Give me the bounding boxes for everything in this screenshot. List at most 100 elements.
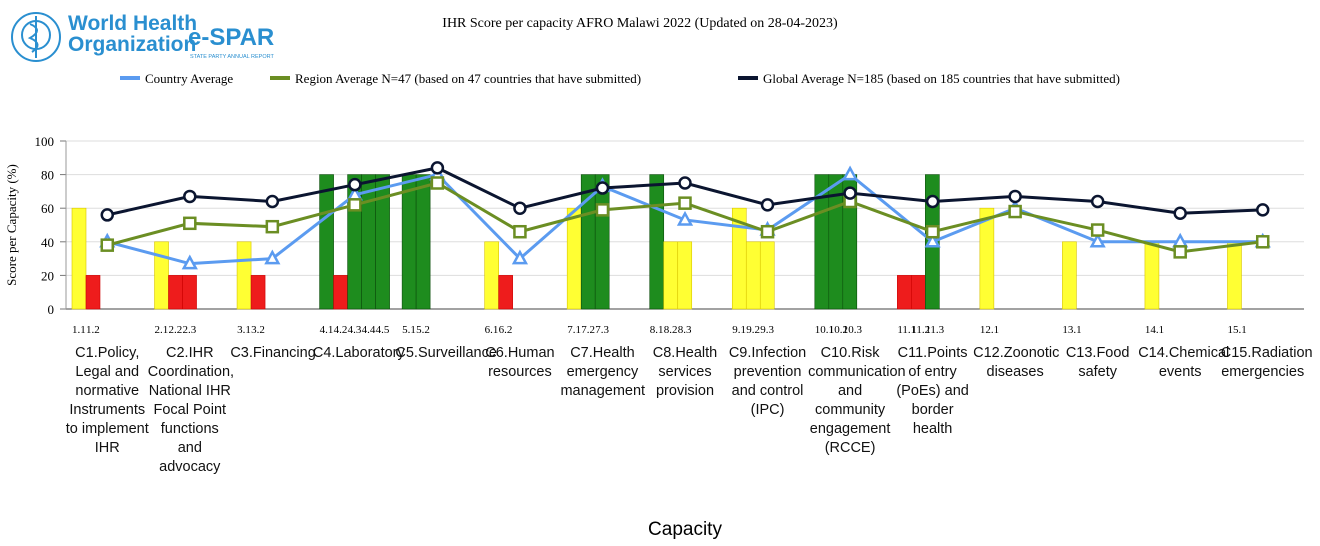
marker: [265, 194, 280, 209]
marker: [841, 165, 859, 181]
indicator-label: 1.2: [86, 324, 100, 336]
indicator-label: 11.3: [925, 324, 944, 336]
capacity-label: C8.Health services provision: [652, 345, 718, 399]
bar: [71, 207, 87, 310]
bar: [361, 174, 376, 310]
marker: [925, 194, 940, 209]
indicator-label: 4.5: [376, 324, 390, 336]
capacity-label: C11.Points of entry (PoEs) and border he…: [896, 345, 969, 437]
marker: [181, 254, 198, 270]
indicator-label: 15.1: [1227, 324, 1246, 336]
indicator-label: 11.1: [897, 324, 916, 336]
indicator-label: 4.3: [348, 324, 362, 336]
marker: [1089, 232, 1106, 248]
y-tick-label: 20: [41, 268, 54, 283]
marker: [1173, 206, 1187, 220]
indicator-label: 13.1: [1062, 324, 1081, 336]
bar: [1227, 241, 1242, 310]
bar: [236, 241, 252, 310]
marker: [678, 196, 692, 210]
indicator-label: 1.1: [72, 324, 86, 336]
marker: [1090, 223, 1105, 237]
capacity-label: C5.Surveillance: [395, 345, 497, 361]
marker: [430, 176, 445, 190]
capacity-label: C14.Chemical events: [1138, 345, 1230, 380]
marker: [264, 249, 281, 265]
bar: [897, 275, 912, 310]
marker: [1255, 235, 1270, 249]
bar: [911, 275, 926, 310]
bar: [649, 174, 665, 310]
marker: [513, 224, 527, 239]
capacity-label: C6.Human resources: [485, 345, 555, 380]
legend-label: Global Average N=185 (based on 185 count…: [763, 71, 1120, 86]
capacity-label: C1.Policy, Legal and normative Instrumen…: [65, 345, 149, 456]
marker: [183, 216, 197, 231]
capacity-label: C12.Zoonotic diseases: [973, 345, 1060, 380]
bar: [759, 241, 775, 310]
y-tick-label: 0: [48, 302, 55, 317]
capacity-label: C4.Laboratory: [312, 345, 405, 361]
marker: [348, 198, 362, 212]
indicator-label: 6.2: [499, 324, 513, 336]
marker: [676, 210, 694, 226]
indicator-label: 6.1: [485, 324, 499, 336]
marker: [183, 189, 197, 204]
indicator-label: 5.2: [416, 324, 430, 336]
indicator-label: 10.1: [815, 324, 834, 336]
bar: [1062, 241, 1077, 310]
y-tick-label: 40: [41, 235, 54, 250]
y-axis-label: Score per Capacity (%): [4, 164, 19, 286]
indicator-label: 8.3: [678, 324, 692, 336]
marker: [513, 201, 527, 215]
y-tick-label: 100: [35, 134, 55, 149]
indicator-label: 14.1: [1145, 324, 1164, 336]
indicator-label: 10.2: [829, 324, 848, 336]
bar: [168, 275, 183, 310]
marker: [511, 249, 529, 265]
bar: [333, 275, 348, 310]
capacity-label: C10.Risk communication and community eng…: [808, 345, 906, 456]
logo-line2: Organization: [68, 33, 196, 56]
bar: [415, 174, 431, 310]
bar: [566, 207, 582, 310]
marker: [1008, 189, 1022, 204]
indicator-label: 9.1: [732, 324, 746, 336]
marker: [100, 208, 115, 222]
marker: [1008, 204, 1022, 219]
bar: [979, 207, 995, 310]
marker: [760, 198, 775, 212]
indicator-label: 8.2: [664, 324, 678, 336]
indicator-label: 8.1: [650, 324, 664, 336]
marker: [924, 232, 941, 248]
indicator-label: 2.1: [155, 324, 169, 336]
legend-label: Country Average: [145, 71, 233, 86]
capacity-label: C3.Financing: [230, 345, 316, 361]
marker: [595, 181, 610, 195]
bar: [401, 174, 417, 310]
marker: [1090, 194, 1105, 209]
bar: [677, 241, 693, 310]
bar: [85, 275, 101, 310]
bar: [745, 241, 761, 310]
chart-title: IHR Score per capacity AFRO Malawi 2022 …: [442, 16, 838, 31]
who-emblem: [11, 12, 61, 62]
brand-sub: STATE PARTY ANNUAL REPORT: [190, 54, 274, 60]
bar: [498, 275, 513, 310]
bar: [1144, 241, 1160, 310]
marker: [430, 161, 445, 175]
marker: [100, 238, 115, 252]
marker: [678, 176, 692, 190]
indicator-label: 11.2: [911, 324, 930, 336]
brand: e-SPAR: [188, 24, 274, 51]
legend-label: Region Average N=47 (based on 47 countri…: [295, 71, 641, 86]
marker: [1172, 232, 1189, 248]
indicator-label: 3.1: [237, 324, 251, 336]
capacity-label: C2.IHR Coordination, National IHR Focal …: [147, 345, 235, 475]
indicator-label: 7.2: [581, 324, 595, 336]
indicator-label: 2.3: [183, 324, 197, 336]
bar: [182, 275, 197, 310]
marker: [1255, 203, 1270, 217]
